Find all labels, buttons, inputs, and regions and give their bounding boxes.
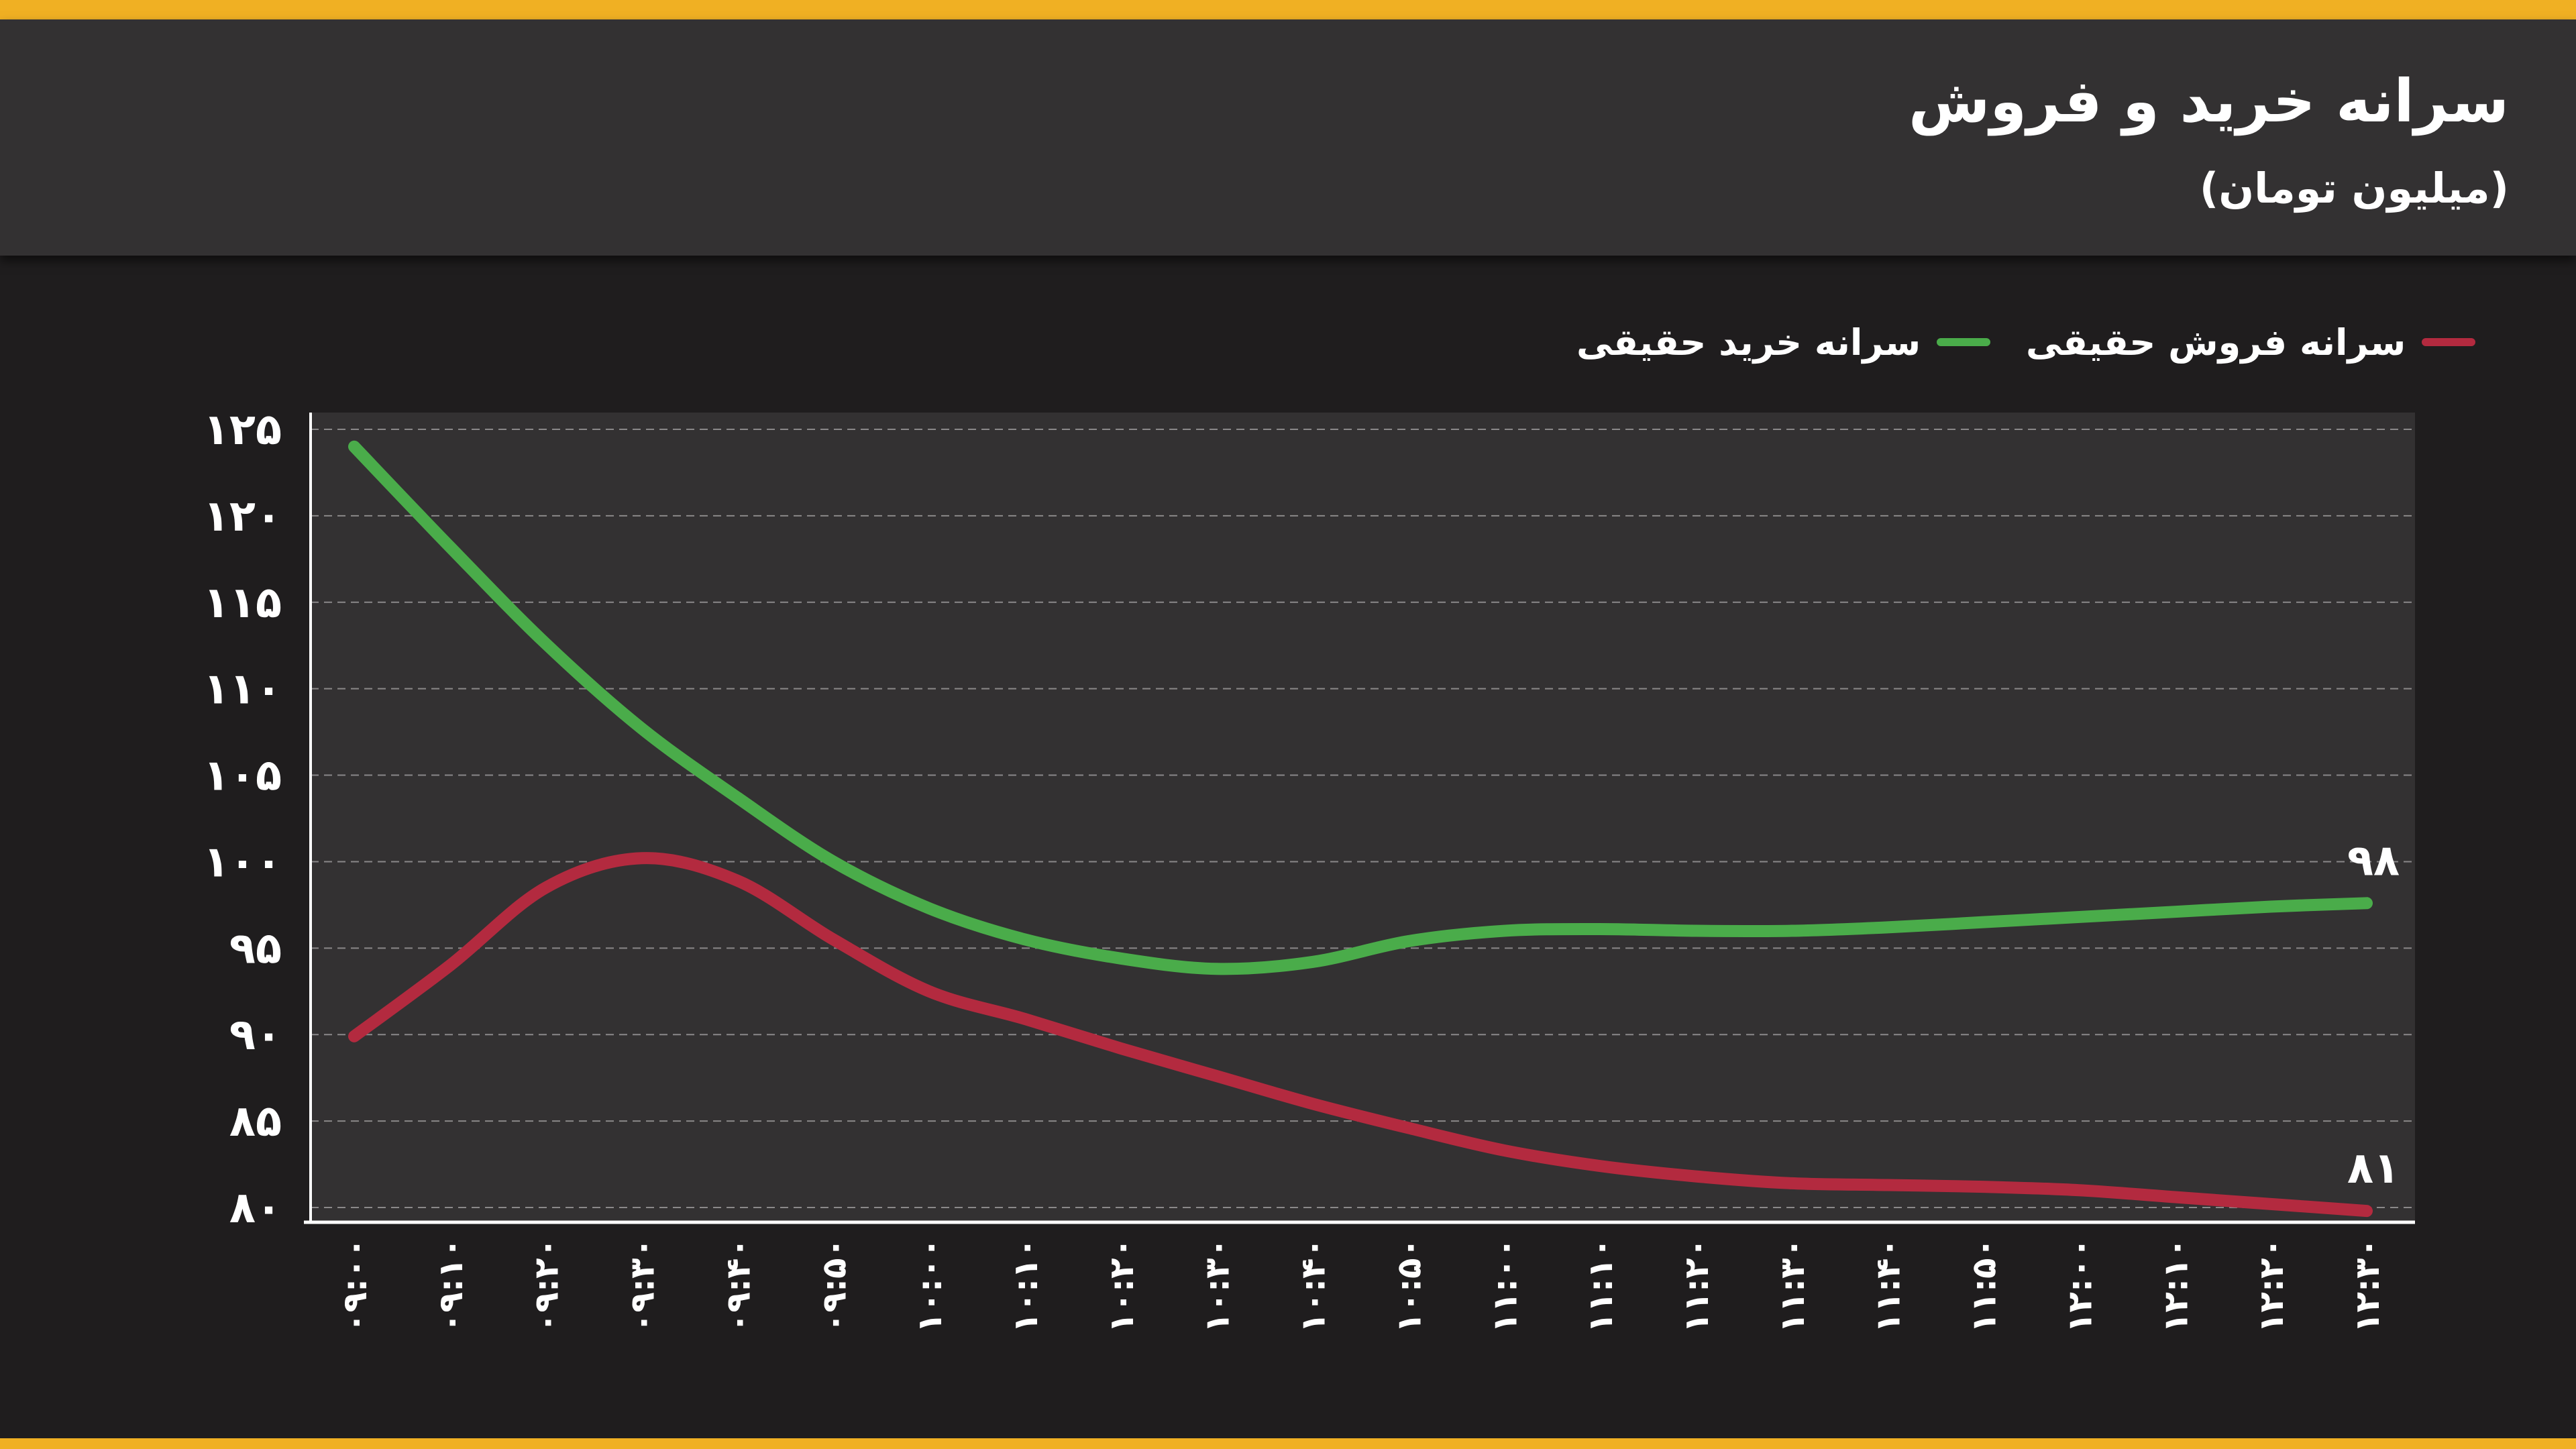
legend-item-sell: سرانه فروش حقیقی <box>2026 315 2476 369</box>
end-value-label-buy: ۹۸ <box>2347 836 2400 885</box>
legend-label-buy: سرانه خرید حقیقی <box>1576 321 1921 364</box>
y-tick-label: ۱۲۵ <box>203 405 282 455</box>
x-tick-label: ۱۲:۳۰ <box>2348 1238 2387 1333</box>
legend-swatch-sell <box>2422 338 2476 346</box>
x-tick-label: ۱۱:۰۰ <box>1485 1238 1524 1333</box>
y-tick-label: ۱۱۵ <box>203 578 282 628</box>
x-tick-label: ۱۱:۴۰ <box>1869 1238 1908 1333</box>
x-tick-label: ۰۹:۴۰ <box>718 1238 757 1333</box>
legend-swatch-buy <box>1937 338 1991 346</box>
x-tick-label: ۱۲:۲۰ <box>2252 1238 2291 1333</box>
x-tick-label: ۱۰:۵۰ <box>1389 1238 1428 1333</box>
x-tick-label: ۱۱:۵۰ <box>1965 1238 2004 1333</box>
x-tick-label: ۱۰:۴۰ <box>1294 1238 1333 1333</box>
x-tick-label: ۰۹:۲۰ <box>527 1238 566 1333</box>
chart-subtitle: (میلیون تومان) <box>2199 164 2509 213</box>
y-tick-label: ۱۱۰ <box>203 665 282 714</box>
x-tick-label: ۰۹:۱۰ <box>431 1238 470 1333</box>
x-tick-label: ۱۲:۱۰ <box>2156 1238 2195 1333</box>
end-value-label-sell: ۸۱ <box>2347 1144 2400 1193</box>
x-tick-label: ۱۰:۰۰ <box>910 1238 949 1333</box>
legend: سرانه فروش حقیقی سرانه خرید حقیقی <box>1543 315 2476 369</box>
series-line-sell <box>348 852 2373 1218</box>
x-tick-label: ۱۱:۳۰ <box>1773 1238 1812 1333</box>
y-tick-label: ۱۲۰ <box>203 492 282 541</box>
x-tick-label: ۱۱:۲۰ <box>1677 1238 1716 1333</box>
legend-item-buy: سرانه خرید حقیقی <box>1576 315 1991 369</box>
top-accent-bar <box>0 0 2576 19</box>
y-tick-label: ۸۰ <box>229 1183 282 1233</box>
x-tick-label: ۰۹:۰۰ <box>335 1238 374 1333</box>
y-tick-label: ۸۵ <box>229 1097 282 1146</box>
header-panel: سرانه خرید و فروش (میلیون تومان) <box>0 19 2576 256</box>
chart-title: سرانه خرید و فروش <box>1909 66 2509 136</box>
x-tick-label: ۰۹:۵۰ <box>814 1238 853 1333</box>
x-tick-label: ۱۲:۰۰ <box>2060 1238 2099 1333</box>
y-tick-label: ۹۰ <box>229 1010 282 1060</box>
bottom-accent-bar <box>0 1438 2576 1449</box>
x-tick-label: ۱۰:۳۰ <box>1198 1238 1237 1333</box>
x-tick-label: ۱۱:۱۰ <box>1581 1238 1620 1333</box>
y-tick-label: ۱۰۰ <box>203 837 282 887</box>
x-tick-label: ۱۰:۱۰ <box>1006 1238 1045 1333</box>
y-tick-label: ۹۵ <box>229 924 282 973</box>
legend-label-sell: سرانه فروش حقیقی <box>2026 321 2406 364</box>
x-tick-label: ۱۰:۲۰ <box>1102 1238 1141 1333</box>
x-tick-label: ۰۹:۳۰ <box>623 1238 662 1333</box>
plot-area <box>311 413 2415 1222</box>
y-tick-label: ۱۰۵ <box>203 751 282 801</box>
